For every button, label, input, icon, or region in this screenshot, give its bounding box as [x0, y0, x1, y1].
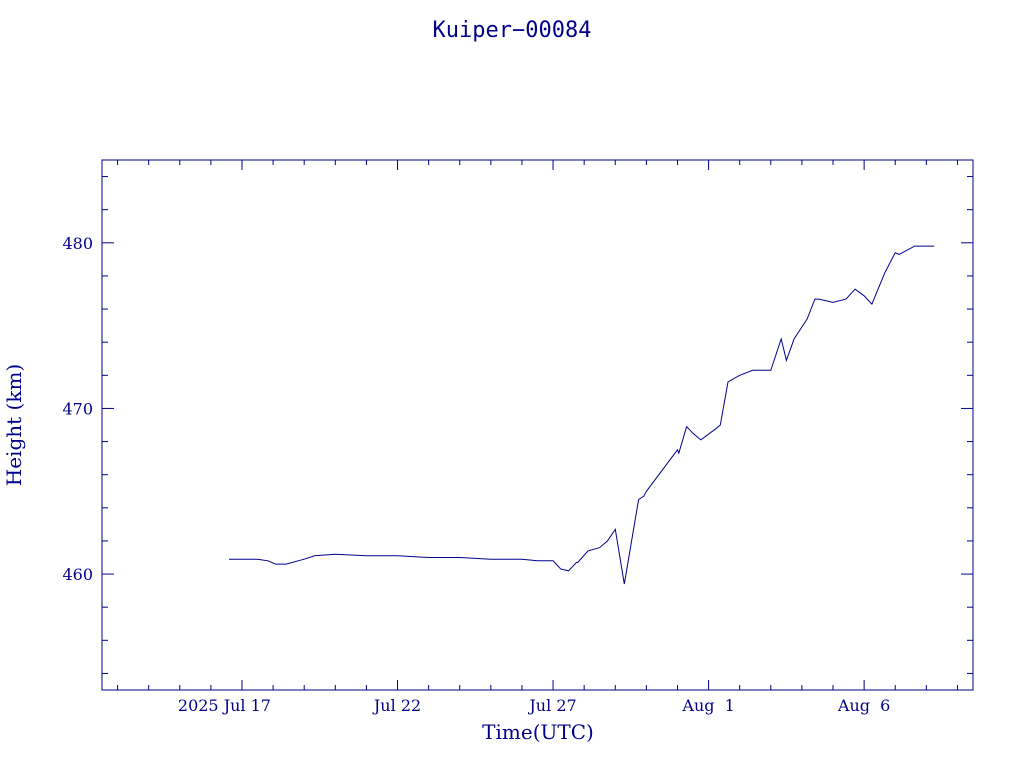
x-tick-label: Aug 1 [681, 696, 734, 715]
y-tick-labels: 460 470 480 [62, 234, 93, 584]
y-tick-label: 460 [62, 565, 93, 584]
x-tick-label: Jul 27 [527, 696, 576, 715]
x-tick-label: 2025 Jul 17 [178, 696, 271, 715]
x-tick-label: Jul 22 [372, 696, 421, 715]
plot-frame [101, 159, 974, 691]
x-tick-labels: 2025 Jul 17 Jul 22 Jul 27 Aug 1 Aug 6 [178, 696, 890, 715]
y-tick-label: 470 [62, 399, 93, 418]
y-tick-label: 480 [62, 234, 93, 253]
axis-ticks [102, 160, 973, 690]
chart-title: Kuiper−00084 [433, 18, 592, 43]
y-axis-label: Height (km) [2, 364, 26, 486]
height-series-line [229, 245, 935, 585]
x-axis-label: Time(UTC) [482, 720, 594, 744]
x-tick-label: Aug 6 [837, 696, 890, 715]
